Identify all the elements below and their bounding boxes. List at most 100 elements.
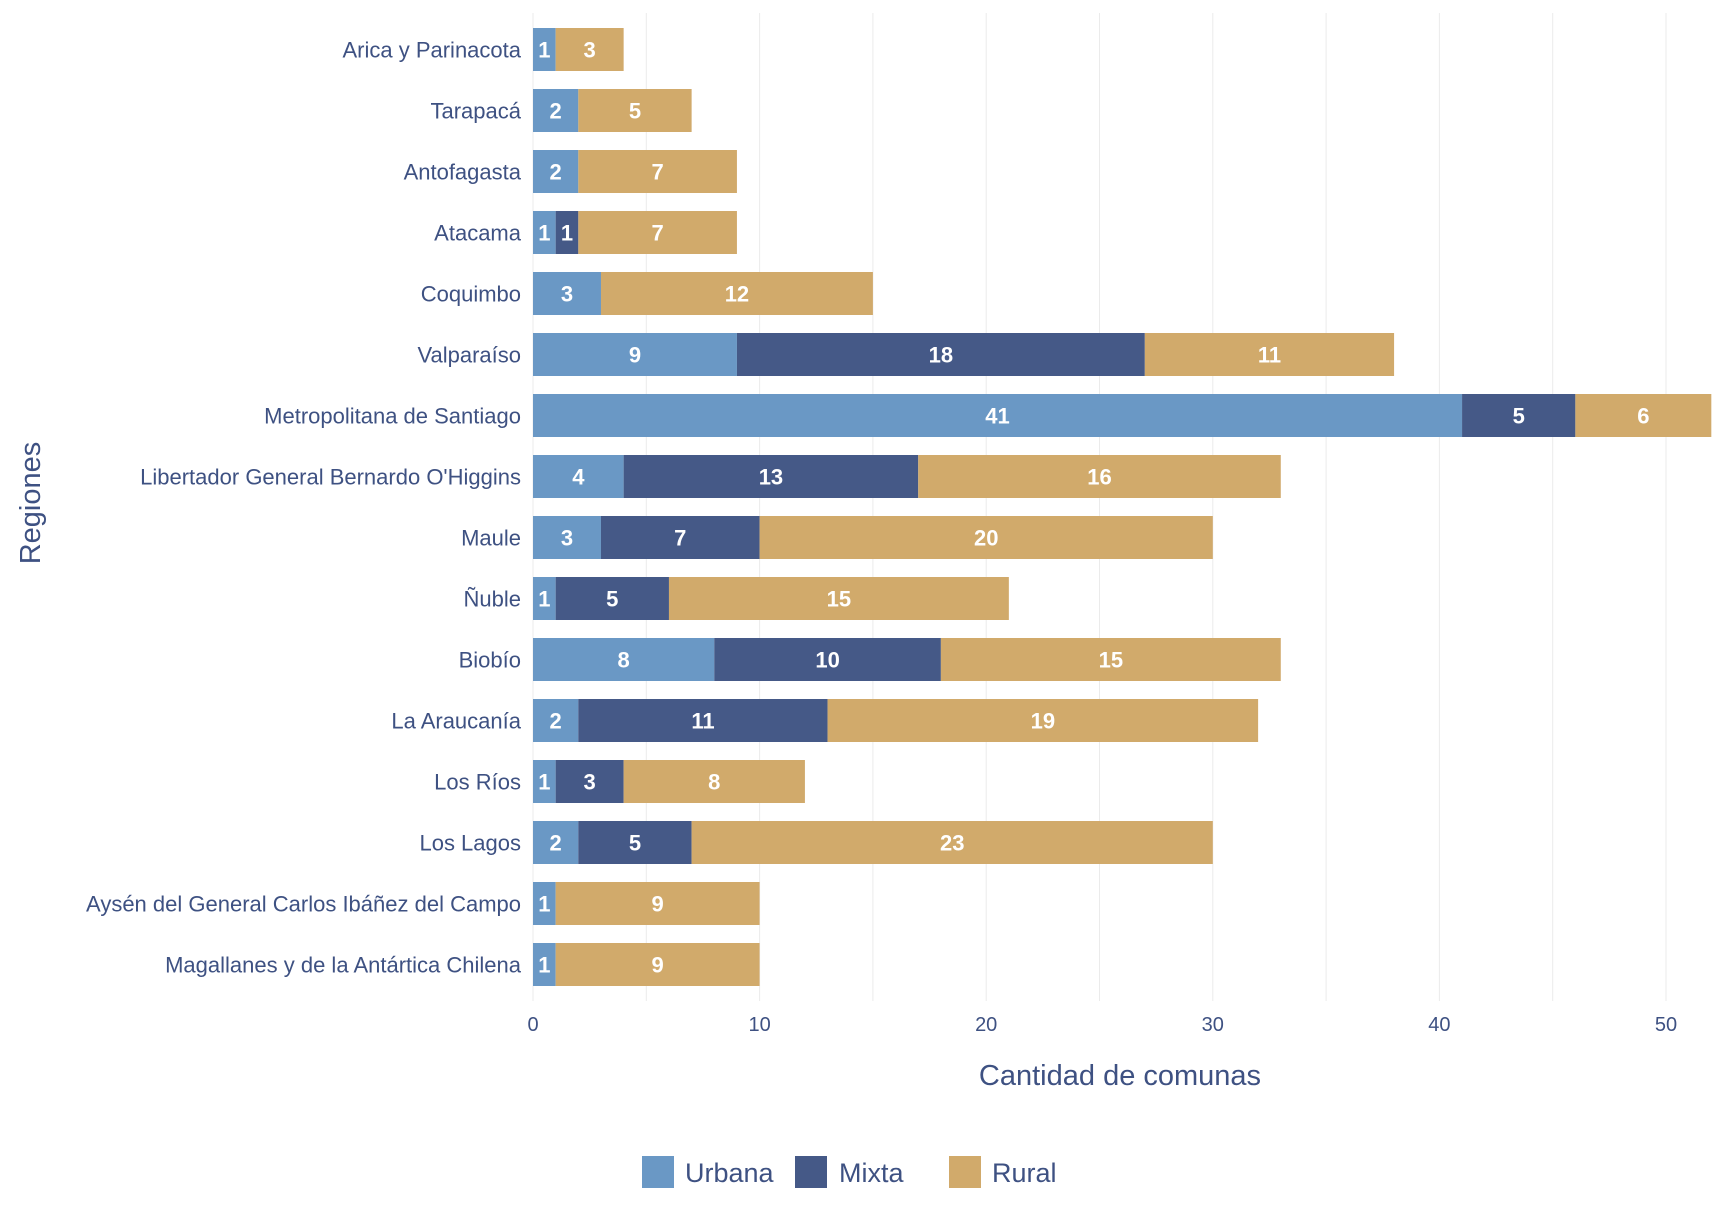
y-tick-labels: Arica y Parinacota Tarapacá Antofagasta Ata…: [86, 38, 522, 978]
bar-value-label: 1: [538, 587, 550, 612]
legend-swatch: [795, 1156, 827, 1188]
bar-segment-urbana: [533, 943, 556, 986]
bar-value-label: 2: [550, 99, 562, 124]
bar-value-label: 5: [629, 99, 641, 124]
bar-value-label: 3: [561, 282, 573, 307]
x-tick-label: 50: [1655, 1014, 1677, 1036]
bar-value-label: 5: [1513, 404, 1525, 429]
bar-value-label: 1: [538, 770, 550, 795]
bar-value-label: 1: [538, 221, 550, 246]
x-tick-label: 30: [1202, 1014, 1224, 1036]
bar-segment-rural: [578, 89, 692, 132]
bar-value-label: 16: [1087, 465, 1111, 490]
legend-label: Urbana: [685, 1158, 775, 1188]
bar-value-label: 11: [1258, 343, 1281, 368]
bar-segment-urbana: [533, 821, 579, 864]
region-label: Maule: [461, 526, 521, 551]
bar-value-label: 2: [550, 831, 562, 856]
bar-segment-mixta: [578, 821, 692, 864]
bar-value-label: 18: [929, 343, 953, 368]
x-tick-label: 40: [1428, 1014, 1450, 1036]
bar-value-label: 9: [652, 892, 664, 917]
bar-segment-urbana: [533, 89, 579, 132]
bar-segment-mixta: [555, 211, 579, 254]
bar-segment-rural: [555, 28, 624, 71]
bar-value-label: 19: [1031, 709, 1055, 734]
bar-segment-rural: [600, 272, 873, 315]
bar-segment-rural: [1575, 394, 1712, 437]
bar-segment-urbana: [533, 760, 556, 803]
x-tick-label: 0: [527, 1014, 538, 1036]
bar-value-label: 23: [940, 831, 964, 856]
bar-value-label: 1: [538, 38, 550, 63]
bar-value-label: 3: [584, 770, 596, 795]
bar-segment-urbana: [533, 333, 737, 376]
bar-segment-mixta: [736, 333, 1145, 376]
bar-value-label: 2: [550, 709, 562, 734]
bar-segment-rural: [555, 943, 760, 986]
x-tick-label: 10: [748, 1014, 770, 1036]
legend-item-rural[interactable]: Rural: [949, 1156, 1057, 1188]
legend-item-mixta[interactable]: Mixta: [795, 1156, 904, 1188]
bar-segment-mixta: [714, 638, 941, 681]
bar-value-label: 15: [827, 587, 851, 612]
bar-segment-rural: [918, 455, 1281, 498]
x-axis-title: Cantidad de comunas: [979, 1060, 1261, 1092]
bar-segment-rural: [623, 760, 805, 803]
bar-value-label: 7: [652, 221, 664, 246]
x-tick-labels: 0 10 20 30 40 50: [527, 1014, 1677, 1036]
bar-segment-urbana: [533, 699, 579, 742]
x-tick-label: 20: [975, 1014, 997, 1036]
bar-segment-mixta: [600, 516, 760, 559]
bar-segment-urbana: [533, 211, 556, 254]
bar-segment-urbana: [533, 272, 601, 315]
bar-value-label: 5: [606, 587, 618, 612]
bar-value-label: 2: [550, 160, 562, 185]
bar-value-label: 3: [561, 526, 573, 551]
bar-segment-rural: [1144, 333, 1395, 376]
legend-label: Mixta: [839, 1158, 904, 1188]
bar-segment-mixta: [623, 455, 919, 498]
bar-segment-urbana: [533, 394, 1463, 437]
bar-segment-rural: [668, 577, 1009, 620]
bar-segment-urbana: [533, 638, 715, 681]
region-label: Libertador General Bernardo O'Higgins: [140, 465, 521, 490]
bar-value-label: 9: [652, 953, 664, 978]
region-label: Coquimbo: [421, 282, 521, 307]
bar-value-label: 4: [572, 465, 585, 490]
region-label: Aysén del General Carlos Ibáñez del Camp…: [86, 892, 521, 917]
region-label: Magallanes y de la Antártica Chilena: [165, 953, 522, 978]
legend-swatch: [642, 1156, 674, 1188]
bar-segment-urbana: [533, 516, 601, 559]
region-label: La Araucanía: [391, 709, 521, 734]
bar-value-label: 6: [1637, 404, 1649, 429]
bar-value-label: 1: [538, 953, 550, 978]
bar-segment-mixta: [578, 699, 828, 742]
region-label: Tarapacá: [430, 99, 521, 124]
region-label: Arica y Parinacota: [342, 38, 521, 63]
bar-value-label: 8: [708, 770, 720, 795]
bar-value-label: 11: [691, 709, 714, 734]
bar-segment-mixta: [555, 760, 624, 803]
bar-segment-rural: [827, 699, 1259, 742]
bar-segment-rural: [759, 516, 1213, 559]
bar-value-label: 7: [652, 160, 664, 185]
bar-segment-urbana: [533, 455, 624, 498]
bar-value-label: 20: [974, 526, 998, 551]
bar-segment-rural: [555, 882, 760, 925]
bar-segment-rural: [940, 638, 1281, 681]
bar-value-label: 7: [674, 526, 686, 551]
bar-value-label: 13: [759, 465, 783, 490]
bar-value-label: 41: [985, 404, 1009, 429]
region-label: Biobío: [459, 648, 521, 673]
legend-label: Rural: [992, 1158, 1057, 1188]
bar-value-label: 15: [1099, 648, 1123, 673]
region-label: Los Ríos: [434, 770, 521, 795]
bar-value-label: 10: [815, 648, 839, 673]
bar-segment-urbana: [533, 577, 556, 620]
legend: Urbana Mixta Rural: [642, 1156, 1057, 1188]
legend-item-urbana[interactable]: Urbana: [642, 1156, 775, 1188]
bar-segment-urbana: [533, 28, 556, 71]
